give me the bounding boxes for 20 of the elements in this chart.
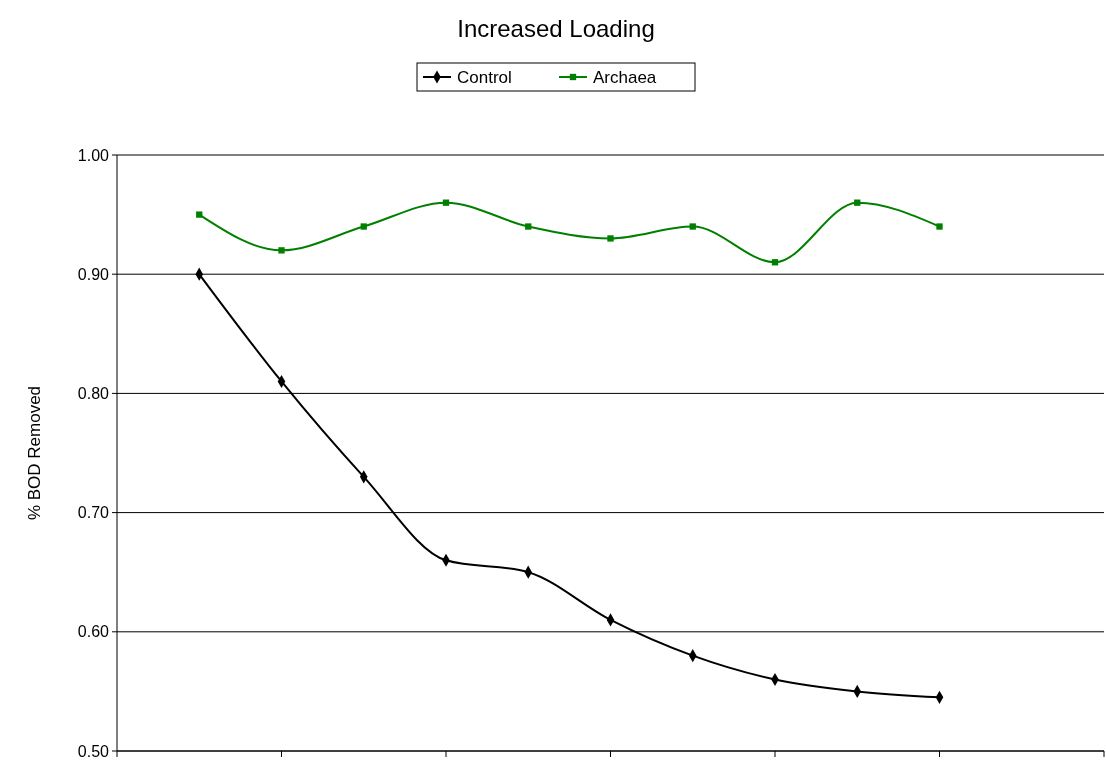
point: [360, 223, 367, 230]
point: [607, 235, 614, 242]
point: [689, 223, 696, 230]
point: [196, 211, 203, 218]
point: [771, 259, 779, 266]
point: [278, 247, 285, 254]
y-tick-label: 0.90: [77, 265, 110, 283]
y-tick-label: 0.70: [77, 504, 110, 522]
point: [525, 223, 532, 230]
y-tick-label: 0.80: [77, 385, 110, 402]
y-tick-label: 0.50: [77, 742, 110, 760]
y-tick-label: 1.00: [77, 146, 110, 164]
point: [936, 223, 943, 230]
point: [854, 199, 861, 206]
point: [442, 199, 450, 206]
y-tick-label: 0.60: [77, 623, 110, 641]
y-axis-title: % BOD Removed: [25, 385, 44, 521]
legend-label: Archaea: [593, 67, 657, 87]
chart-title: Increased Loading: [457, 15, 655, 42]
legend-label: Control: [457, 67, 512, 87]
